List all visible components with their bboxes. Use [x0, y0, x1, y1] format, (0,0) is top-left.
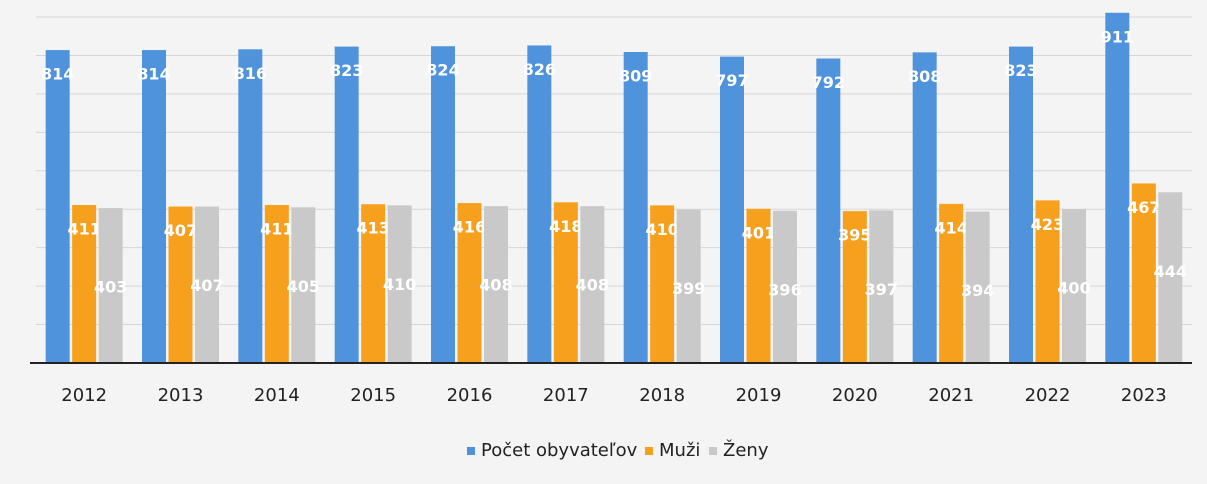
bar [195, 206, 219, 363]
data-label: 401 [742, 223, 775, 242]
x-tick-label: 2018 [639, 385, 685, 406]
bar [334, 46, 359, 363]
bar [1131, 183, 1156, 363]
data-label: 394 [961, 281, 994, 300]
bar [720, 56, 744, 363]
legend-label: Muži [659, 440, 700, 461]
bar [431, 46, 455, 364]
bar [1062, 209, 1086, 363]
legend-label: Ženy [723, 439, 769, 461]
bar [912, 52, 937, 363]
data-label: 823 [1004, 61, 1037, 80]
x-tick-label: 2016 [447, 385, 493, 406]
bar [746, 208, 771, 363]
bar [676, 209, 701, 363]
data-label: 410 [645, 220, 678, 239]
x-tick-label: 2014 [254, 385, 300, 406]
bar [291, 207, 316, 363]
data-label: 410 [383, 275, 416, 294]
data-label: 407 [164, 221, 197, 240]
bar [816, 58, 841, 364]
bar [1158, 192, 1183, 363]
data-label: 444 [1154, 262, 1187, 281]
bar [45, 50, 70, 363]
data-label: 826 [523, 60, 556, 79]
bar [650, 205, 675, 363]
data-label: 414 [934, 218, 967, 237]
x-tick-label: 2017 [543, 385, 589, 406]
data-label: 467 [1127, 198, 1160, 217]
data-label: 400 [1057, 279, 1090, 298]
data-label: 413 [356, 219, 389, 238]
bar [98, 208, 123, 363]
bar [361, 204, 386, 363]
bar [72, 204, 97, 363]
data-label: 407 [190, 276, 223, 295]
bar [527, 45, 552, 364]
bar [484, 206, 508, 363]
data-label: 408 [479, 276, 512, 295]
bar [580, 206, 605, 363]
data-label: 408 [576, 276, 609, 295]
data-label: 397 [865, 280, 898, 299]
x-tick-label: 2019 [736, 385, 782, 406]
bar [1009, 46, 1033, 363]
data-label: 814 [137, 65, 170, 84]
bar [1035, 200, 1060, 363]
data-label: 797 [715, 71, 748, 90]
data-label: 418 [549, 217, 582, 236]
legend-marker [645, 447, 653, 455]
data-label: 814 [41, 65, 74, 84]
bar [142, 50, 166, 363]
legend-marker [467, 447, 475, 455]
legend-marker [709, 447, 717, 455]
data-label: 411 [260, 219, 293, 238]
data-label: 405 [287, 277, 320, 296]
data-label: 416 [453, 218, 486, 237]
x-tick-label: 2021 [928, 385, 974, 406]
data-label: 809 [619, 66, 652, 85]
data-label: 792 [812, 73, 845, 92]
bar [457, 203, 482, 363]
bar [1105, 12, 1130, 363]
legend-label: Počet obyvateľov [481, 440, 638, 461]
bar [965, 211, 990, 363]
bar [168, 206, 193, 363]
bar [842, 211, 867, 363]
data-label: 403 [94, 278, 127, 297]
bar [387, 205, 412, 363]
data-label: 395 [838, 226, 871, 245]
data-label: 823 [330, 61, 363, 80]
data-label: 399 [672, 279, 705, 298]
data-label: 816 [234, 64, 267, 83]
x-tick-label: 2022 [1025, 385, 1071, 406]
data-label: 824 [426, 61, 459, 80]
data-label: 411 [67, 219, 100, 238]
x-tick-label: 2020 [832, 385, 878, 406]
data-label: 808 [908, 67, 941, 86]
data-label: 911 [1101, 27, 1134, 46]
x-tick-label: 2012 [61, 385, 107, 406]
bar [869, 210, 894, 363]
bar [553, 202, 578, 363]
x-tick-label: 2015 [350, 385, 396, 406]
bar [939, 203, 964, 363]
data-label: 423 [1031, 215, 1064, 234]
bar [623, 51, 648, 364]
bar [264, 204, 289, 363]
x-tick-label: 2023 [1121, 385, 1167, 406]
bar [238, 49, 263, 363]
x-tick-label: 2013 [158, 385, 204, 406]
data-label: 396 [768, 280, 801, 299]
bar [773, 210, 797, 363]
